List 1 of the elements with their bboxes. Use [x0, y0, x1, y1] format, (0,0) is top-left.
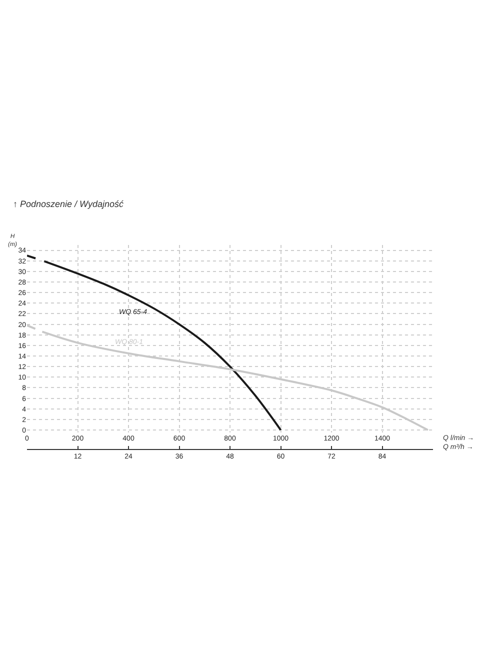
chart-title: ↑ Podnoszenie / Wydajność: [13, 199, 124, 209]
